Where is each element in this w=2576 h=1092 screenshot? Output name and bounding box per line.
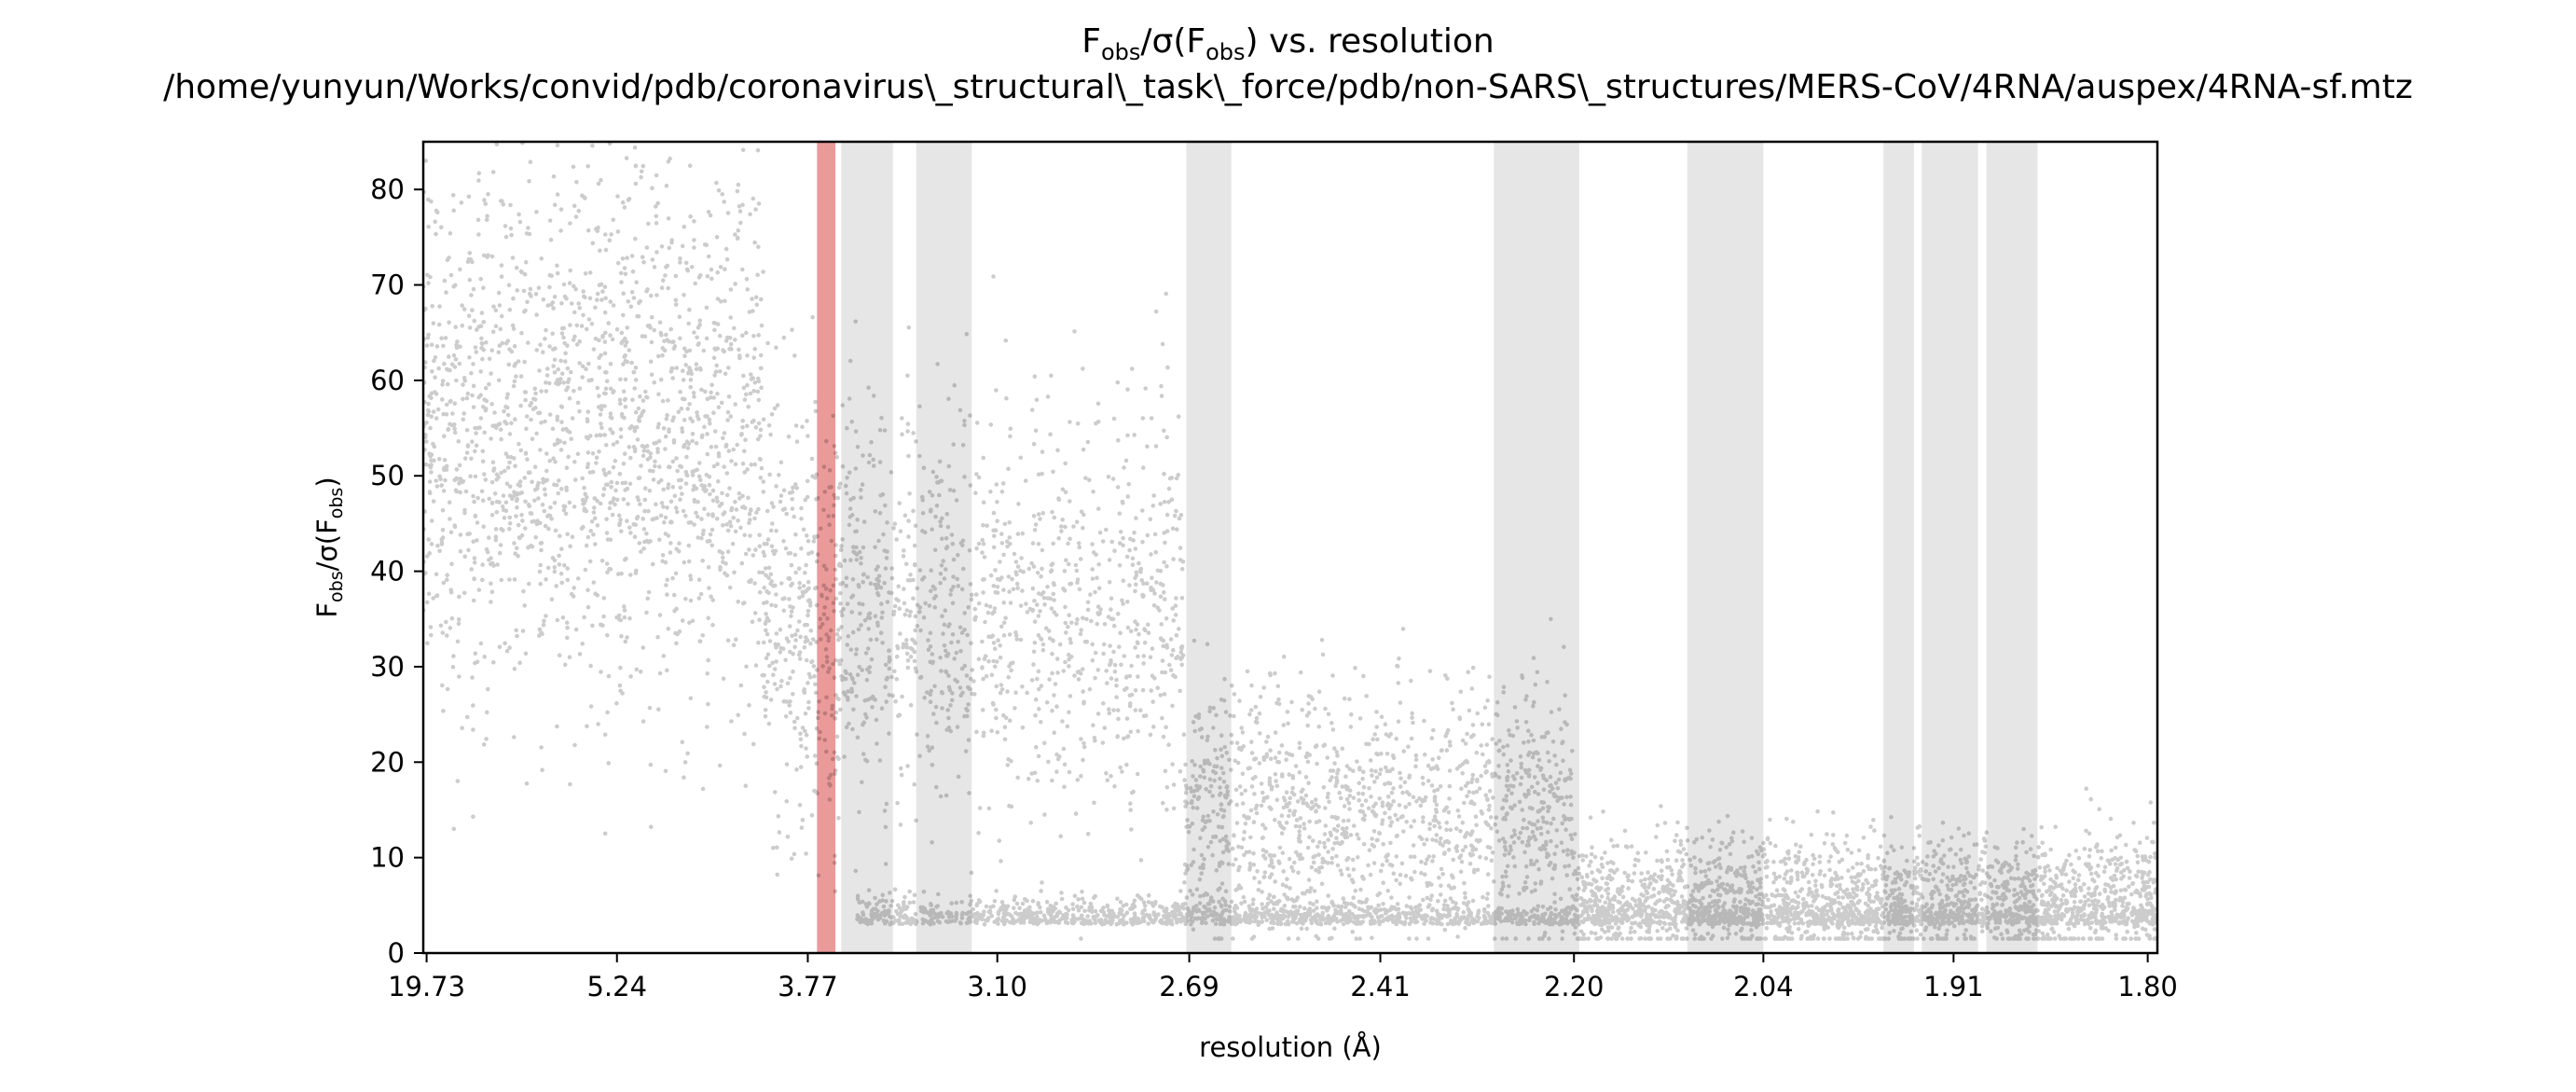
y-tick-label: 20 bbox=[370, 746, 405, 778]
ice-ring-band bbox=[841, 142, 893, 953]
x-tick-label: 1.91 bbox=[1923, 971, 1984, 1002]
y-tick-label: 50 bbox=[370, 460, 405, 491]
y-tick-label: 60 bbox=[370, 365, 405, 396]
ice-ring-band bbox=[1986, 142, 2038, 953]
chart-subtitle-path: /home/yunyun/Works/convid/pdb/coronaviru… bbox=[163, 68, 2413, 106]
x-tick-label: 5.24 bbox=[586, 971, 647, 1002]
plot-frame bbox=[421, 140, 2159, 955]
ice-ring-band bbox=[1687, 142, 1764, 953]
ice-ring-band bbox=[916, 142, 972, 953]
chart-title: Fobs/σ(Fobs) vs. resolution bbox=[1081, 22, 1495, 65]
y-tick-label: 10 bbox=[370, 842, 405, 874]
y-axis-label: Fobs/σ(Fobs) bbox=[311, 477, 347, 617]
x-tick-label: 19.73 bbox=[388, 971, 465, 1002]
ice-ring-band bbox=[1494, 142, 1579, 953]
y-tick-label: 70 bbox=[370, 270, 405, 301]
y-tick-label: 0 bbox=[388, 937, 405, 969]
ice-ring-band bbox=[1883, 142, 1914, 953]
ice-ring-bands bbox=[817, 142, 2038, 953]
x-tick-label: 3.10 bbox=[967, 971, 1027, 1002]
y-axis: 0 10 20 30 40 50 60 70 80 bbox=[370, 173, 423, 969]
x-tick-label: 1.80 bbox=[2117, 971, 2178, 1002]
data-points bbox=[423, 142, 2157, 941]
x-tick-label: 2.41 bbox=[1350, 971, 1411, 1002]
scatter-point-cloud bbox=[423, 142, 2157, 941]
ice-ring-band bbox=[1186, 142, 1232, 953]
x-tick-label: 3.77 bbox=[778, 971, 838, 1002]
x-axis-label: resolution (Å) bbox=[1199, 1031, 1382, 1063]
y-tick-label: 30 bbox=[370, 651, 405, 683]
y-tick-label: 80 bbox=[370, 173, 405, 205]
x-tick-label: 2.04 bbox=[1733, 971, 1794, 1002]
x-tick-label: 2.20 bbox=[1544, 971, 1605, 1002]
x-axis: 19.73 5.24 3.77 3.10 2.69 2.41 2.20 2.04 1.91 1.8… bbox=[388, 953, 2178, 1002]
x-tick-label: 2.69 bbox=[1159, 971, 1219, 1002]
flagged-ice-ring-band bbox=[817, 142, 836, 953]
y-tick-label: 40 bbox=[370, 556, 405, 587]
ice-ring-band bbox=[1922, 142, 1978, 953]
